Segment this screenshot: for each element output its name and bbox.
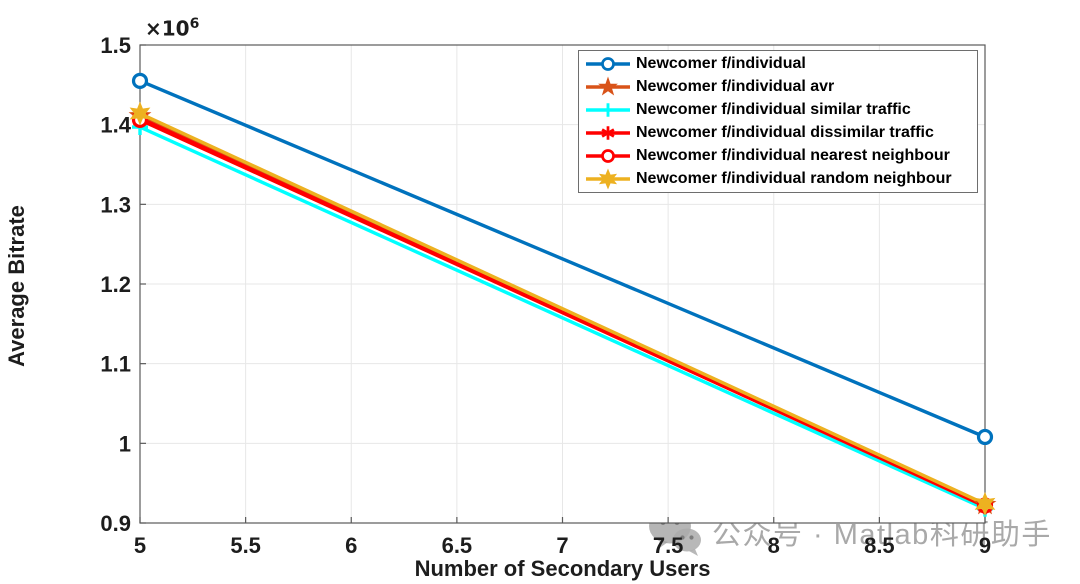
legend-item-0[interactable]: Newcomer f/individual (584, 53, 977, 75)
marker-circle-open (131, 72, 149, 89)
legend-label: Newcomer f/individual avr (636, 78, 835, 96)
x-tick-label: 8.5 (864, 533, 895, 558)
y-tick-label: 1.5 (100, 33, 131, 58)
legend-label: Newcomer f/individual random neighbour (636, 169, 952, 187)
legend-item-3[interactable]: Newcomer f/individual dissimilar traffic (584, 122, 977, 144)
x-tick-label: 5 (134, 533, 146, 558)
series-line-4 (139, 118, 986, 508)
legend-swatch-circle-open (586, 148, 630, 163)
marker-circle-open (976, 428, 994, 446)
legend-label: Newcomer f/individual (636, 55, 806, 73)
marker-circle-open (601, 57, 615, 72)
y-tick-label: 1.1 (100, 352, 131, 377)
legend-item-2[interactable]: Newcomer f/individual similar traffic (584, 99, 977, 121)
legend-swatch-plus (586, 103, 630, 117)
legend-label: Newcomer f/individual similar traffic (636, 101, 911, 119)
x-tick-label: 7.5 (653, 533, 684, 558)
y-tick-label: 1.2 (100, 272, 131, 297)
legend-label: Newcomer f/individual nearest neighbour (636, 146, 950, 164)
series-markers-5 (129, 101, 996, 516)
x-tick-label: 8 (768, 533, 780, 558)
legend-label: Newcomer f/individual dissimilar traffic (636, 123, 934, 141)
legend-swatch-hexagram (586, 168, 630, 190)
series-line-2 (139, 125, 986, 511)
marker-hexagram (129, 101, 151, 126)
marker-pentagram (598, 76, 618, 96)
series-markers-0 (131, 72, 994, 446)
legend-item-5[interactable]: Newcomer f/individual random neighbour (584, 168, 977, 190)
x-tick-label: 6 (345, 533, 357, 558)
x-tick-label: 5.5 (230, 533, 261, 558)
x-tick-label: 9 (979, 533, 991, 558)
marker-hexagram (974, 491, 996, 516)
legend: Newcomer f/individual Newcomer f/individu… (578, 50, 978, 193)
y-tick-label: 1 (119, 431, 131, 456)
legend-item-4[interactable]: Newcomer f/individual nearest neighbour (584, 145, 977, 167)
y-tick-label: 0.9 (100, 511, 131, 536)
y-tick-label: 1.4 (100, 113, 131, 138)
x-tick-label: 7 (556, 533, 568, 558)
y-tick-label: 1.3 (100, 192, 131, 217)
y-axis-label: Average Bitrate (4, 205, 29, 367)
legend-swatch-circle-open (586, 57, 630, 72)
marker-asterisk (601, 126, 615, 140)
legend-item-1[interactable]: Newcomer f/individual avr (584, 76, 977, 98)
y-axis-exponent: ×106 (145, 16, 200, 41)
marker-plus (601, 103, 615, 117)
marker-circle-open (601, 148, 615, 163)
x-tick-label: 6.5 (442, 533, 473, 558)
legend-swatch-asterisk (586, 126, 630, 140)
series-line-5 (139, 111, 986, 506)
series-line-0 (139, 79, 986, 439)
marker-hexagram (598, 168, 618, 190)
x-axis-label: Number of Secondary Users (414, 556, 711, 581)
legend-swatch-pentagram (586, 76, 630, 96)
